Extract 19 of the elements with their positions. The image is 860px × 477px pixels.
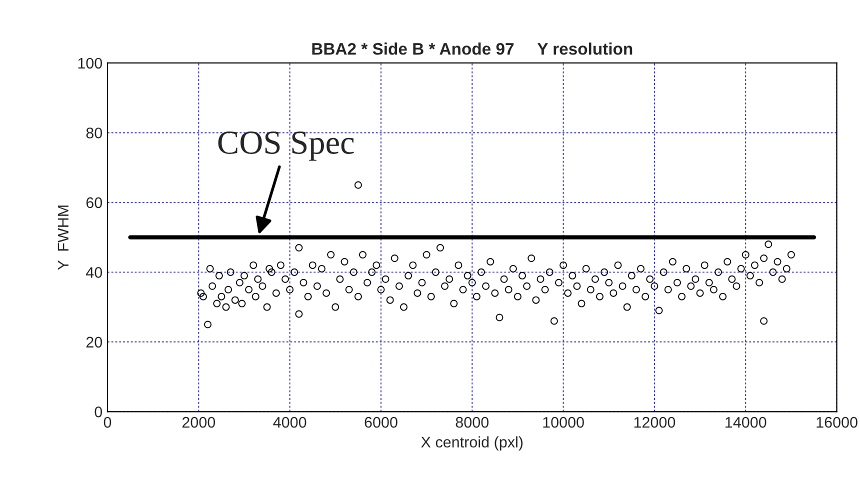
x-tick-label: 16000 [816,416,858,428]
x-tick-label: 2000 [182,416,216,428]
y-tick-label: 20 [86,336,102,348]
y-tick-label: 60 [86,197,102,208]
x-tick-label: 4000 [273,416,306,428]
chart-title: BBA2 * Side B * Anode 97 Y resolution [312,42,632,55]
y-tick-label: 80 [86,128,102,138]
x-tick-label: 14000 [726,416,766,428]
y-tick-label: 0 [94,406,102,418]
x-tick-label: 12000 [634,416,676,428]
x-axis-title: X centroid (pxl) [421,436,523,451]
x-tick-label: 0 [104,416,112,428]
y-tick-label: 100 [78,58,102,69]
y-tick-label: 40 [86,267,102,278]
x-tick-label: 8000 [456,416,489,428]
x-tick-label: 10000 [543,416,584,428]
x-tick-label: 6000 [364,416,398,428]
y-axis-title: Y FWHM [58,206,68,270]
annotation: COS Spec [218,132,354,161]
